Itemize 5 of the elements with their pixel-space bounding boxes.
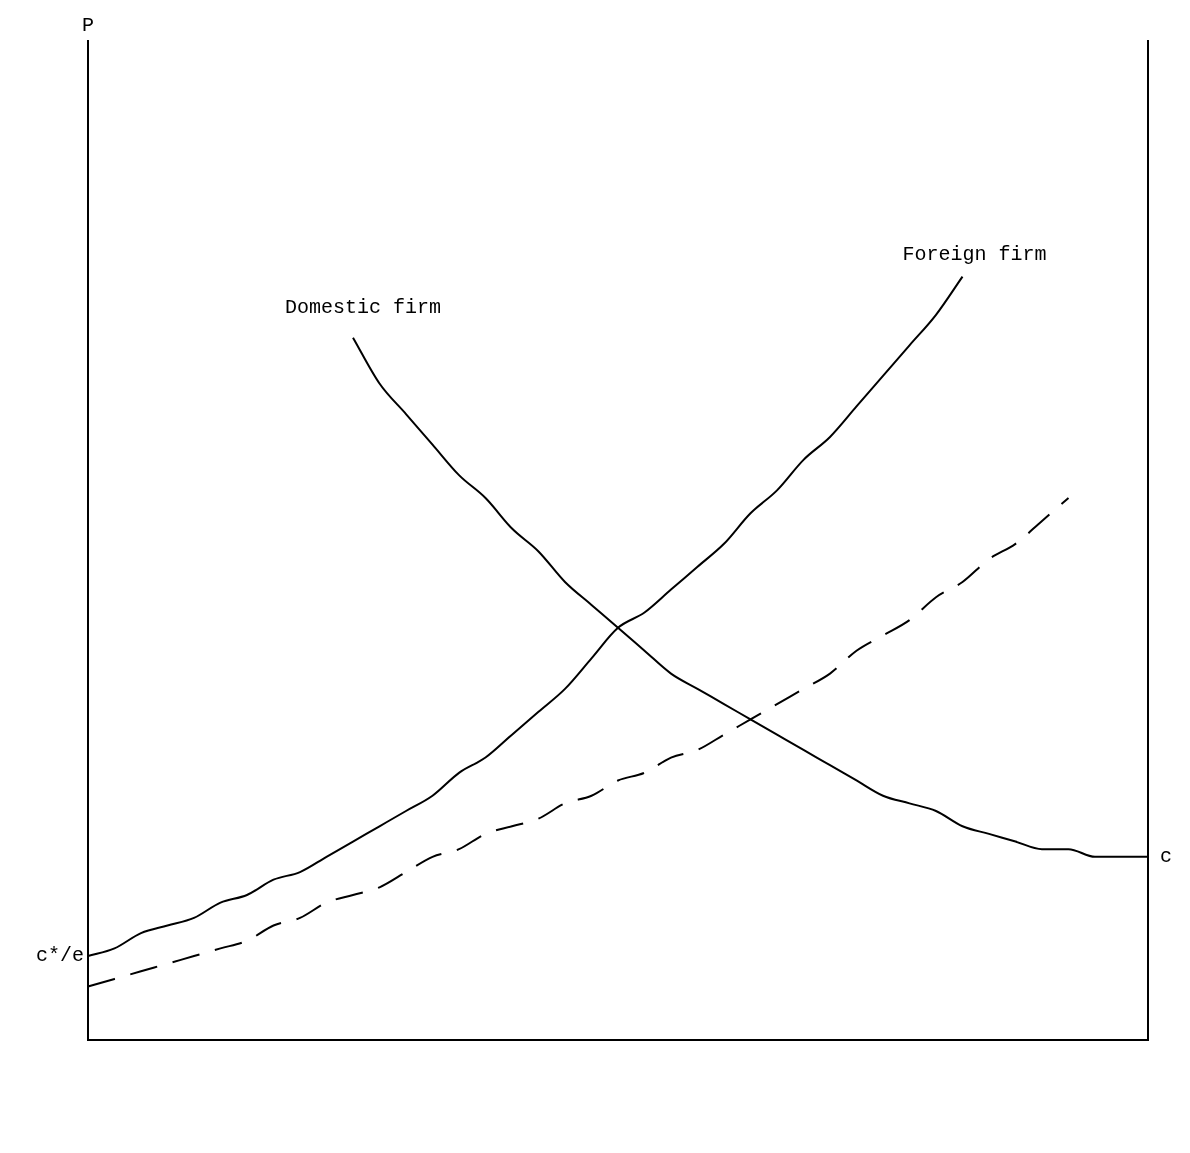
text: c [1160,845,1173,869]
text: c*/e [35,944,84,968]
series-label: Domestic firm [284,296,442,320]
series-label: Foreign firm [902,242,1047,266]
text: P [81,14,95,38]
